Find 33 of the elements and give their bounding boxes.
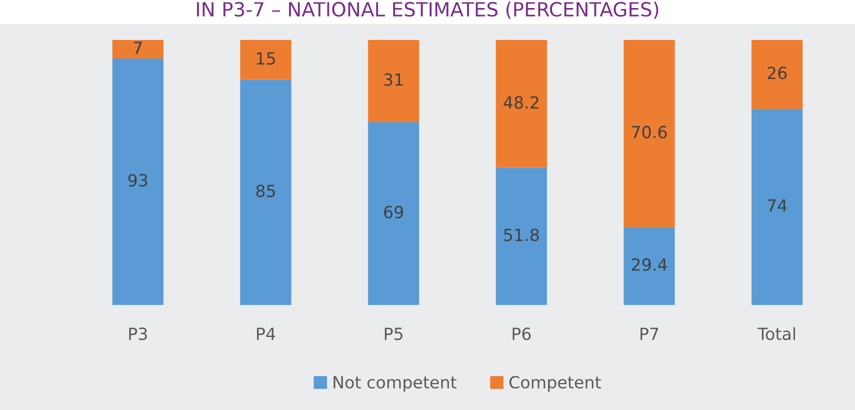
data-label: 70.6	[632, 126, 667, 138]
bar	[752, 108, 803, 305]
data-label: 93	[128, 174, 148, 187]
x-tick-label: P5	[384, 328, 402, 340]
bar	[752, 40, 803, 109]
bar	[368, 40, 420, 122]
bar	[496, 40, 547, 168]
data-label: 7	[134, 42, 142, 54]
bar	[240, 40, 292, 80]
bar	[624, 227, 675, 305]
x-tick-label: P3	[129, 328, 147, 340]
bar	[112, 58, 164, 305]
data-label: 48.2	[504, 96, 538, 109]
bar	[496, 168, 547, 305]
data-label: 29.4	[632, 258, 667, 271]
data-label: 69	[384, 206, 404, 218]
bar	[368, 122, 420, 305]
x-tick-label: P7	[640, 328, 658, 340]
chart-title: IN P3-7 – NATIONAL ESTIMATES (PERCENTAGES)	[197, 2, 658, 19]
data-label: 15	[256, 52, 275, 65]
data-label: 26	[768, 66, 787, 80]
data-label: 51.8	[504, 228, 539, 242]
data-label: 85	[256, 184, 275, 198]
x-tick-label: P4	[257, 328, 276, 340]
legend-label: Not competent	[334, 376, 456, 392]
data-label: 74	[768, 199, 787, 212]
legend-label: Competent	[509, 376, 601, 392]
x-tick-label: Total	[758, 327, 795, 340]
data-label: 31	[384, 73, 403, 86]
bar	[240, 80, 292, 305]
bar	[624, 40, 675, 228]
x-tick-label: P6	[512, 328, 531, 340]
bar	[112, 40, 164, 59]
